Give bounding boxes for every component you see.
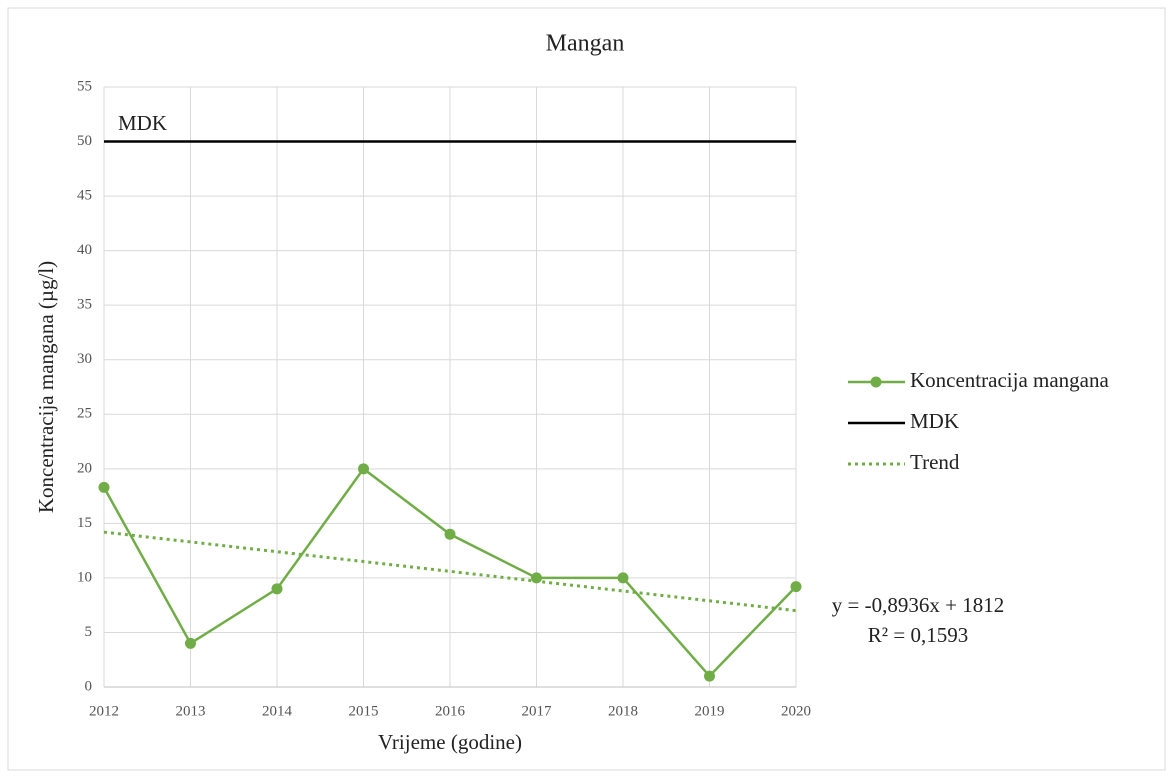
y-tick-label: 55 — [77, 78, 92, 94]
data-point — [98, 481, 110, 493]
data-point — [185, 637, 196, 649]
y-tick-label: 5 — [85, 624, 93, 640]
chart-title: Mangan — [546, 31, 625, 57]
y-tick-label: 40 — [77, 242, 92, 258]
x-tick-label: 2014 — [262, 703, 293, 719]
data-point — [617, 572, 629, 584]
x-tick-label: 2013 — [176, 703, 206, 719]
x-tick-label: 2019 — [695, 703, 725, 719]
legend-label: Trend — [910, 450, 960, 474]
annotation: MDK — [118, 111, 167, 135]
x-tick-label: 2017 — [522, 703, 553, 719]
chart-frame — [7, 7, 1166, 771]
data-point — [790, 581, 802, 593]
y-axis-label: Koncentracija mangana (µg/l) — [34, 261, 58, 513]
x-axis-label: Vrijeme (godine) — [378, 730, 522, 754]
y-tick-label: 25 — [77, 406, 92, 422]
data-point — [444, 528, 456, 540]
x-tick-label: 2015 — [349, 703, 379, 719]
legend-marker — [870, 376, 882, 388]
x-tick-label: 2018 — [608, 703, 638, 719]
x-tick-label: 2012 — [89, 703, 119, 719]
legend-label: Koncentracija mangana — [910, 368, 1109, 392]
data-point — [704, 670, 715, 682]
y-tick-label: 50 — [77, 133, 92, 149]
x-tick-label: 2016 — [435, 703, 466, 719]
y-tick-label: 10 — [77, 569, 92, 585]
y-tick-label: 45 — [77, 188, 92, 204]
y-tick-label: 20 — [77, 460, 92, 476]
data-point — [358, 463, 369, 475]
y-tick-label: 0 — [85, 678, 93, 694]
annotation: y = -0,8936x + 1812 — [832, 593, 1004, 617]
y-tick-label: 15 — [77, 515, 92, 531]
y-tick-label: 30 — [77, 351, 92, 367]
data-point — [271, 583, 283, 595]
data-point — [531, 572, 542, 584]
annotation: R² = 0,1593 — [868, 623, 968, 647]
y-tick-label: 35 — [77, 297, 92, 313]
x-tick-label: 2020 — [781, 703, 811, 719]
legend-label: MDK — [910, 409, 959, 433]
